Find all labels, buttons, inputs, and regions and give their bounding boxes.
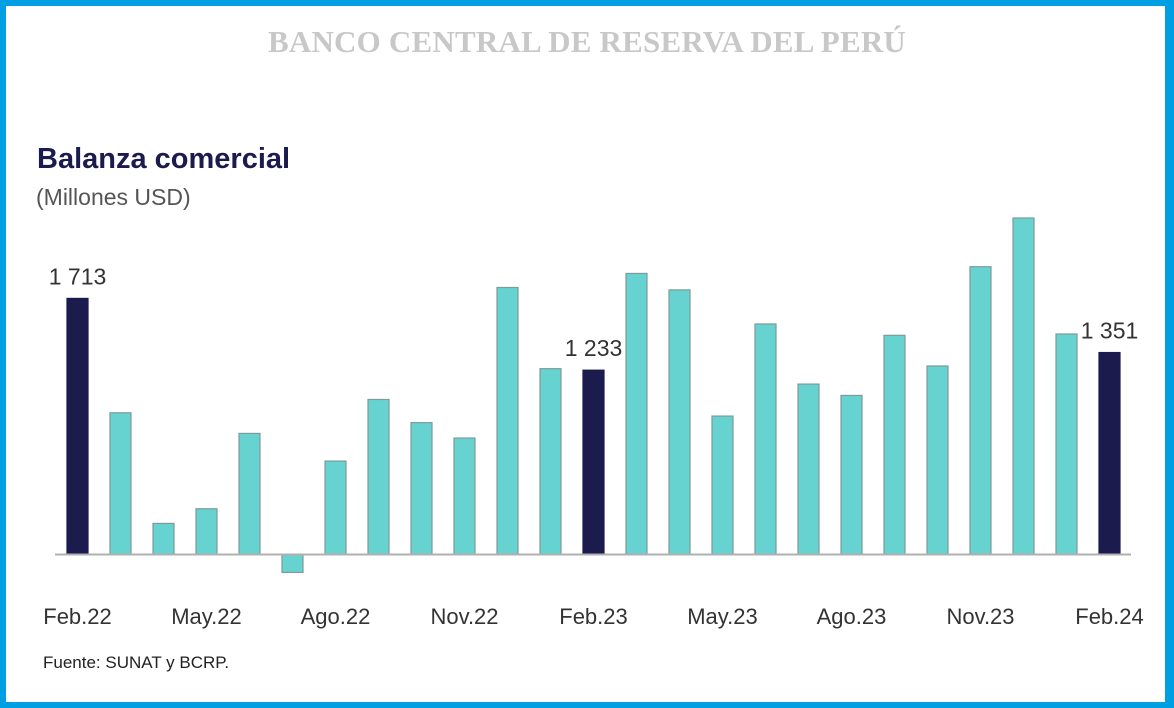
bar-Sep.23 [883,334,906,556]
bar-Feb.22 [66,297,89,556]
source-note: Fuente: SUNAT y BCRP. [43,653,230,672]
x-tick-label: Ago.22 [301,604,371,629]
bar-Jul.22 [281,553,304,574]
bar-Jun.22 [238,432,261,556]
data-label-Feb.22: 1 713 [49,263,107,289]
chart-title: Balanza comercial [37,143,291,175]
bar-Nov.23 [969,266,992,556]
x-tick-labels-group: Feb.22 May.22 Ago.22 Nov.22 Feb.23 May.23 Ago.… [43,604,1144,629]
bar-Ago.23 [840,394,863,556]
bar-Jul.23 [797,383,820,556]
bar-Ene.23 [539,368,562,556]
bar-Sep.22 [367,398,390,556]
x-tick-label: May.23 [687,604,758,629]
bar-Dic.22 [496,286,519,556]
data-labels-group: 1 713 1 233 1 351 [49,263,1139,361]
bar-Ene.24 [1055,333,1078,556]
bars-group [66,217,1121,574]
x-tick-label: Feb.23 [559,604,628,629]
bar-Abr.23 [668,289,691,556]
bar-Mar.22 [109,412,132,556]
chart-subtitle: (Millones USD) [36,184,191,210]
bar-May.22 [195,508,218,556]
x-tick-label: Nov.23 [946,604,1014,629]
data-label-Feb.24: 1 351 [1081,318,1139,344]
bar-Jun.23 [754,323,777,556]
x-tick-label: Feb.24 [1075,604,1144,629]
bank-name-header: BANCO CENTRAL DE RESERVA DEL PERÚ [268,24,906,59]
bar-Feb.23 [582,369,605,556]
bar-Mar.23 [625,272,648,556]
x-tick-label: Feb.22 [43,604,112,629]
data-label-Feb.23: 1 233 [565,335,623,361]
bar-Nov.22 [453,437,476,556]
bar-Abr.22 [152,522,175,556]
bar-Ago.22 [324,460,347,556]
bar-Dic.23 [1012,217,1035,556]
x-tick-label: Ago.23 [817,604,887,629]
bar-May.23 [711,415,734,556]
bar-Oct.22 [410,422,433,556]
x-tick-label: May.22 [171,604,242,629]
bar-Feb.24 [1098,351,1121,556]
bar-Oct.23 [926,365,949,556]
x-tick-label: Nov.22 [430,604,498,629]
